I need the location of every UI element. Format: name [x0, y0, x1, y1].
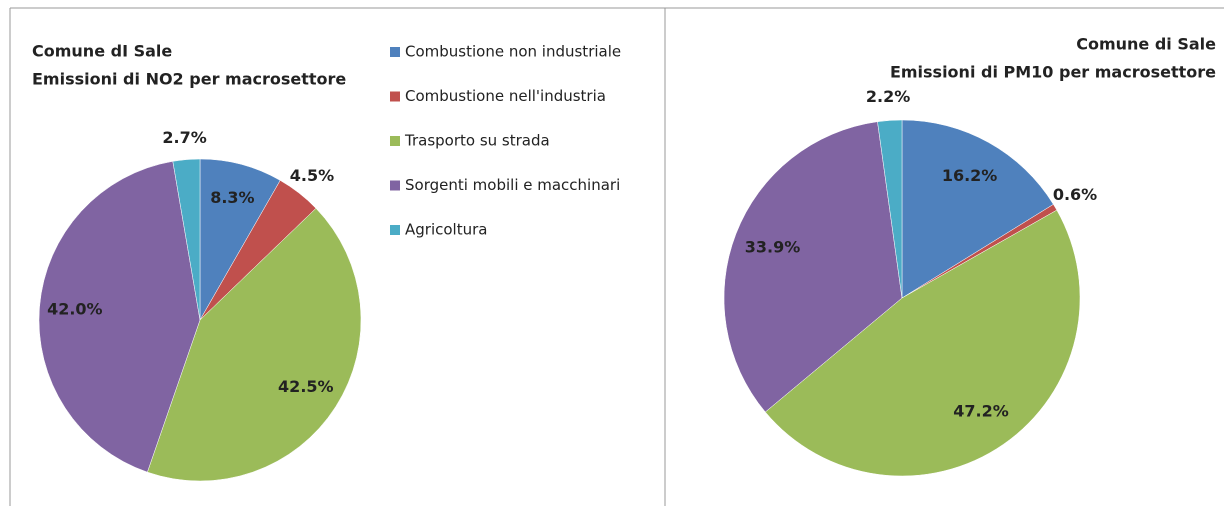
- legend-swatch: [390, 180, 400, 191]
- data-label: 42.5%: [278, 377, 334, 396]
- pie-slice: [38, 161, 201, 473]
- legend-swatch: [390, 47, 400, 57]
- data-label: 2.7%: [162, 128, 206, 147]
- legend-swatch: [390, 136, 400, 146]
- pie-slice: [764, 209, 1081, 477]
- pie-slice: [877, 119, 903, 299]
- chart-title: Comune di Sale: [1076, 35, 1216, 54]
- pie-slice: [147, 207, 362, 482]
- data-label: 4.5%: [290, 166, 334, 185]
- legend-label: Combustione nell'industria: [405, 87, 606, 105]
- legend-label: Trasporto su strada: [404, 132, 550, 150]
- data-label: 8.3%: [210, 188, 254, 207]
- pie-slice: [723, 121, 903, 413]
- data-label: 2.2%: [866, 87, 910, 106]
- chart-title: Comune dI Sale: [32, 42, 172, 61]
- legend-label: Sorgenti mobili e macchinari: [405, 176, 620, 194]
- chart-subtitle: Emissioni di NO2 per macrosettore: [32, 70, 346, 89]
- pie-slice: [901, 119, 1054, 299]
- pie-slice: [172, 158, 201, 321]
- legend-label: Combustione non industriale: [405, 43, 621, 61]
- data-label: 42.0%: [47, 299, 103, 318]
- data-label: 33.9%: [745, 237, 801, 256]
- chart-subtitle: Emissioni di PM10 per macrosettore: [890, 63, 1216, 82]
- legend-label: Agricoltura: [405, 221, 487, 239]
- legend-swatch: [390, 225, 400, 235]
- data-label: 16.2%: [942, 166, 998, 185]
- data-label: 47.2%: [953, 402, 1009, 421]
- data-label: 0.6%: [1053, 185, 1097, 204]
- legend-swatch: [390, 91, 400, 102]
